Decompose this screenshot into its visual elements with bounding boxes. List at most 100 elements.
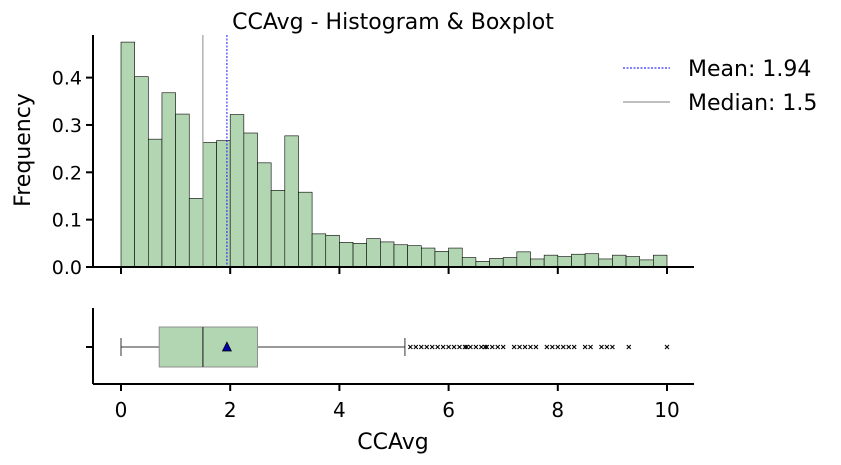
- outlier-marker: [549, 344, 555, 350]
- histogram-bar: [339, 242, 354, 268]
- histogram-bar: [625, 256, 640, 268]
- outlier-marker: [533, 344, 539, 350]
- outlier-marker: [555, 344, 561, 350]
- outlier-marker: [571, 344, 577, 350]
- histogram-bar: [175, 113, 190, 268]
- outlier-marker: [435, 344, 441, 350]
- y-tick-label: 0.2: [52, 162, 82, 184]
- outlier-marker: [588, 344, 593, 350]
- histogram-bar: [243, 132, 258, 268]
- histogram-bar: [284, 135, 299, 268]
- histogram-bar: [571, 253, 586, 268]
- outlier-marker: [457, 344, 462, 350]
- mean-marker: [221, 341, 232, 352]
- histogram-bar: [461, 257, 477, 268]
- outlier-marker: [407, 344, 413, 350]
- outlier-marker: [446, 344, 451, 350]
- outlier-marker: [599, 344, 604, 350]
- histogram-axes: 0.0 0.1 0.2 0.3 0.4: [52, 35, 694, 279]
- x-tick-label: 6: [442, 398, 455, 422]
- outlier-marker: [484, 344, 490, 350]
- outlier-marker: [511, 344, 517, 350]
- outlier-marker: [451, 344, 457, 350]
- outlier-marker: [418, 344, 424, 350]
- y-tick-label: 0.1: [52, 210, 82, 232]
- histogram-bar: [257, 162, 272, 268]
- outlier-marker: [462, 344, 468, 350]
- outlier-marker: [478, 344, 484, 350]
- histogram-bar: [229, 114, 245, 268]
- x-tick-label: 10: [654, 398, 679, 422]
- x-tick-label: 0: [115, 398, 128, 422]
- outlier-marker: [495, 344, 501, 350]
- outlier-marker: [440, 344, 446, 350]
- histogram-bar: [352, 243, 367, 268]
- histogram-bar: [557, 256, 572, 268]
- histogram-bar: [407, 245, 422, 268]
- outlier-marker: [489, 344, 495, 350]
- boxplot-axes: 0 2 4 6 8 10: [86, 308, 694, 422]
- histogram-bar: [639, 259, 654, 268]
- histogram-bar: [148, 138, 163, 268]
- x-axis-label: CCAvg: [357, 430, 428, 455]
- histogram-bar: [420, 247, 436, 268]
- histogram-bar: [393, 244, 408, 268]
- histogram-bar: [270, 189, 286, 268]
- x-tick-label: 2: [224, 398, 237, 422]
- legend-label: Mean: 1.94: [688, 57, 811, 82]
- reference-lines: [202, 35, 228, 267]
- iqr-box: [158, 326, 258, 368]
- histogram-bar: [584, 253, 600, 268]
- outlier-marker: [473, 344, 479, 350]
- outlier-marker: [468, 344, 473, 350]
- outlier-marker: [664, 344, 670, 350]
- histogram-bar: [134, 76, 149, 268]
- outlier-marker: [429, 344, 435, 350]
- histogram-bar: [612, 254, 627, 268]
- outlier-marker: [582, 344, 588, 350]
- histogram-bar: [543, 254, 559, 268]
- outlier-marker: [610, 344, 615, 350]
- outlier-marker: [482, 344, 488, 350]
- histogram-bar: [161, 92, 176, 268]
- outlier-marker: [528, 344, 533, 350]
- histogram-bar: [434, 251, 449, 268]
- outlier-marker: [544, 344, 550, 350]
- chart-title: CCAvg - Histogram & Boxplot: [232, 10, 554, 35]
- histogram-bar: [216, 140, 231, 268]
- histogram-bar: [598, 258, 613, 268]
- outlier-marker: [560, 344, 566, 350]
- y-tick-label: 0.3: [52, 115, 82, 137]
- outlier-marker: [604, 344, 610, 350]
- x-tick-label: 8: [551, 398, 564, 422]
- histogram-bar: [202, 142, 217, 268]
- outlier-marker: [522, 344, 528, 350]
- histogram-bar: [516, 251, 531, 268]
- outlier-marker: [464, 344, 470, 350]
- histogram-bar: [489, 258, 504, 268]
- histogram-bar: [366, 238, 381, 268]
- legend: Mean: 1.94 Median: 1.5: [623, 57, 817, 116]
- outlier-marker: [500, 344, 506, 350]
- outlier-marker: [626, 344, 632, 350]
- y-tick-label: 0.4: [52, 68, 82, 90]
- boxplot: [120, 326, 670, 368]
- outlier-marker: [413, 344, 419, 350]
- outlier-marker: [566, 344, 572, 350]
- histogram-bar: [380, 241, 395, 268]
- histogram-bar: [448, 247, 463, 268]
- histogram-bar: [530, 258, 545, 268]
- y-axis-label: Frequency: [11, 93, 36, 207]
- histogram-bar: [653, 254, 668, 268]
- legend-label: Median: 1.5: [688, 91, 817, 116]
- histogram-bar: [325, 234, 340, 268]
- histogram-bar: [120, 41, 135, 268]
- histogram-bar: [311, 233, 327, 268]
- histogram-bar: [188, 198, 204, 268]
- y-tick-label: 0.0: [52, 257, 82, 279]
- histogram-bar: [502, 257, 518, 268]
- outlier-marker: [424, 344, 430, 350]
- histogram-bar: [298, 191, 313, 268]
- outlier-marker: [517, 344, 522, 350]
